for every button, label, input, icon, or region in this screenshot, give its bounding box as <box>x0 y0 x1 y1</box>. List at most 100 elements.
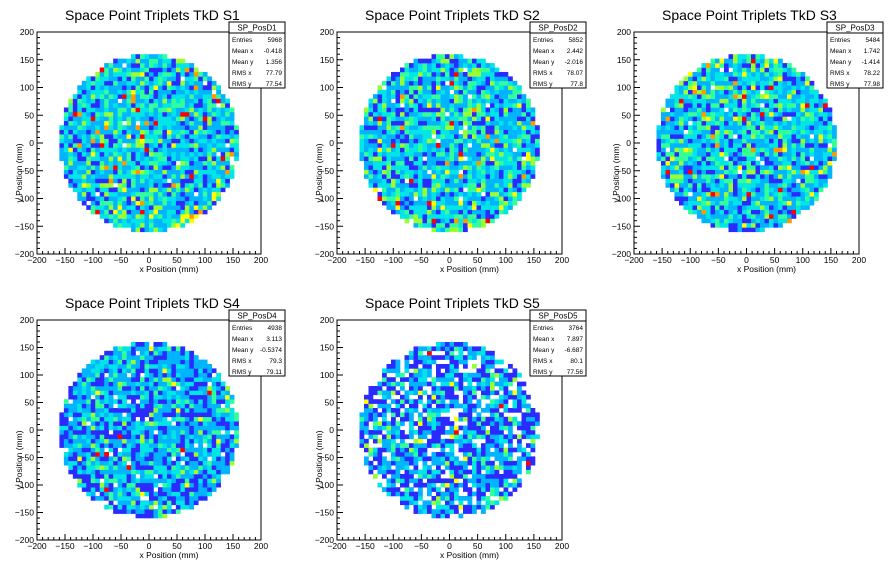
heatmap-cell <box>180 196 186 202</box>
heatmap-cell <box>454 125 459 130</box>
heatmap-cell <box>787 94 792 99</box>
heatmap-cell <box>764 151 770 157</box>
heatmap-cell <box>171 474 177 479</box>
heatmap-cell <box>377 94 383 99</box>
heatmap-cell <box>149 355 154 360</box>
heatmap-cell <box>149 120 154 126</box>
heatmap-cell <box>153 196 159 202</box>
heatmap-cell <box>157 116 163 122</box>
heatmap-cell <box>769 156 774 162</box>
heatmap-cell <box>99 111 105 117</box>
heatmap-cell <box>760 187 765 193</box>
heatmap-cell <box>108 80 114 86</box>
heatmap-cell <box>665 156 671 162</box>
heatmap-cell <box>144 342 150 347</box>
heatmap-cell <box>175 156 181 162</box>
heatmap-cell <box>706 209 711 215</box>
heatmap-cell <box>823 111 828 117</box>
heatmap-cell <box>81 111 87 117</box>
heatmap-cell <box>782 196 788 202</box>
heatmap-cell <box>126 182 132 188</box>
heatmap-cell <box>823 169 828 175</box>
heatmap-cell <box>679 134 684 139</box>
heatmap-cell <box>418 143 423 148</box>
heatmap-cell <box>153 143 159 148</box>
heatmap-cell <box>764 187 770 193</box>
heatmap-cell <box>220 178 226 184</box>
heatmap-cell <box>382 187 387 193</box>
heatmap-cell <box>122 191 127 197</box>
heatmap-cell <box>149 160 154 166</box>
heatmap-cell <box>454 182 459 188</box>
heatmap-cell <box>409 187 414 193</box>
heatmap-cell <box>499 111 504 117</box>
heatmap-cell <box>494 85 500 91</box>
heatmap-cell <box>377 107 383 113</box>
heatmap-cell <box>404 98 410 104</box>
heatmap-cell <box>503 209 509 215</box>
heatmap-cell <box>769 138 774 144</box>
heatmap-cell <box>149 465 154 470</box>
heatmap-cell <box>733 205 738 210</box>
heatmap-cell <box>755 71 761 77</box>
heatmap-cell <box>755 125 761 130</box>
heatmap-cell <box>149 129 154 135</box>
heatmap-cell <box>485 94 491 99</box>
heatmap-cell <box>153 54 159 59</box>
heatmap-cell <box>710 174 716 179</box>
heatmap-cell <box>764 67 770 73</box>
heatmap-cell <box>140 205 145 210</box>
heatmap-cell <box>719 120 725 126</box>
heatmap-cell <box>81 120 87 126</box>
heatmap-cell <box>409 147 414 153</box>
heatmap-cell <box>207 160 213 166</box>
heatmap-cell <box>113 487 118 492</box>
heatmap-cell <box>814 165 819 170</box>
heatmap-cell <box>126 111 132 117</box>
heatmap-cell <box>427 182 432 188</box>
heatmap-cell <box>796 138 801 144</box>
heatmap-cell <box>521 129 527 135</box>
heatmap-cell <box>198 182 204 188</box>
heatmap-cell <box>184 138 190 144</box>
heatmap-cell <box>104 200 109 206</box>
heatmap-cell <box>140 182 145 188</box>
heatmap-cell <box>131 425 136 431</box>
heatmap-cell <box>508 80 513 86</box>
heatmap-cell <box>95 438 101 444</box>
heatmap-cell <box>400 143 405 148</box>
heatmap-cell <box>787 138 792 144</box>
heatmap-cell <box>122 474 127 479</box>
heatmap-cell <box>184 125 190 130</box>
heatmap-cell <box>131 103 136 108</box>
heatmap-cell <box>512 174 518 179</box>
heatmap-cell <box>787 125 792 130</box>
heatmap-cell <box>382 134 387 139</box>
heatmap-cell <box>436 120 441 126</box>
heatmap-cell <box>135 412 141 418</box>
heatmap-cell <box>782 187 788 193</box>
heatmap-cell <box>211 103 217 108</box>
heatmap-cell <box>499 120 504 126</box>
heatmap-cell <box>481 71 486 77</box>
heatmap-cell <box>135 54 141 59</box>
heatmap-cell <box>454 89 459 95</box>
heatmap-cell <box>692 80 698 86</box>
y-tick-label: 200 <box>20 27 34 37</box>
heatmap-cell <box>382 107 387 113</box>
heatmap-cell <box>436 58 441 64</box>
heatmap-cell <box>764 107 770 113</box>
heatmap-cell <box>679 138 684 144</box>
heatmap-cell <box>521 178 527 184</box>
heatmap-cell <box>202 160 208 166</box>
heatmap-cell <box>823 147 828 153</box>
heatmap-cell <box>180 399 186 404</box>
heatmap-cell <box>697 120 702 126</box>
heatmap-cell <box>122 129 127 135</box>
heatmap-cell <box>162 125 168 130</box>
heatmap-cell <box>526 103 531 108</box>
heatmap-cell <box>131 227 136 233</box>
heatmap-cell <box>162 178 168 184</box>
heatmap-cell <box>95 160 101 166</box>
heatmap-cell <box>805 129 810 135</box>
